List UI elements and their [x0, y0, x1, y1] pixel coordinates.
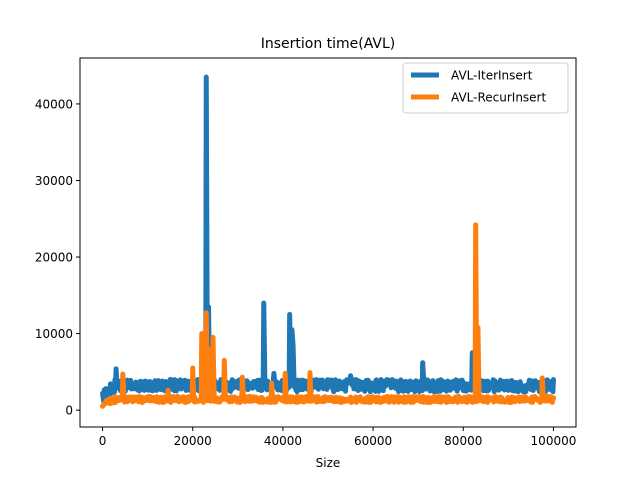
x-tick-label: 40000: [264, 434, 302, 448]
y-tick-label: 30000: [35, 174, 73, 188]
y-tick-label: 40000: [35, 97, 73, 111]
series-line-avl-recurinsert: [100, 222, 556, 409]
legend-label-recurinsert: AVL-RecurInsert: [451, 91, 546, 105]
y-tick-label: 10000: [35, 327, 73, 341]
x-axis: 0 20000 40000 60000 80000 100000: [99, 427, 577, 448]
y-tick-label: 0: [65, 404, 73, 418]
legend-box: [402, 62, 569, 114]
series-layer: [100, 74, 556, 409]
x-tick-label: 60000: [354, 434, 392, 448]
plot-frame: [79, 57, 577, 428]
x-tick-label: 80000: [444, 434, 482, 448]
chart-title: Insertion time(AVL): [261, 36, 396, 52]
legend-label-iterinsert: AVL-IterInsert: [451, 69, 533, 83]
y-axis: 0 10000 20000 30000 40000: [35, 97, 80, 418]
x-tick-label: 0: [99, 434, 107, 448]
y-tick-label: 20000: [35, 251, 73, 265]
x-tick-label: 100000: [531, 434, 577, 448]
x-tick-label: 20000: [174, 434, 212, 448]
legend: AVL-IterInsert AVL-RecurInsert: [402, 62, 569, 114]
x-axis-label: Size: [316, 456, 341, 470]
